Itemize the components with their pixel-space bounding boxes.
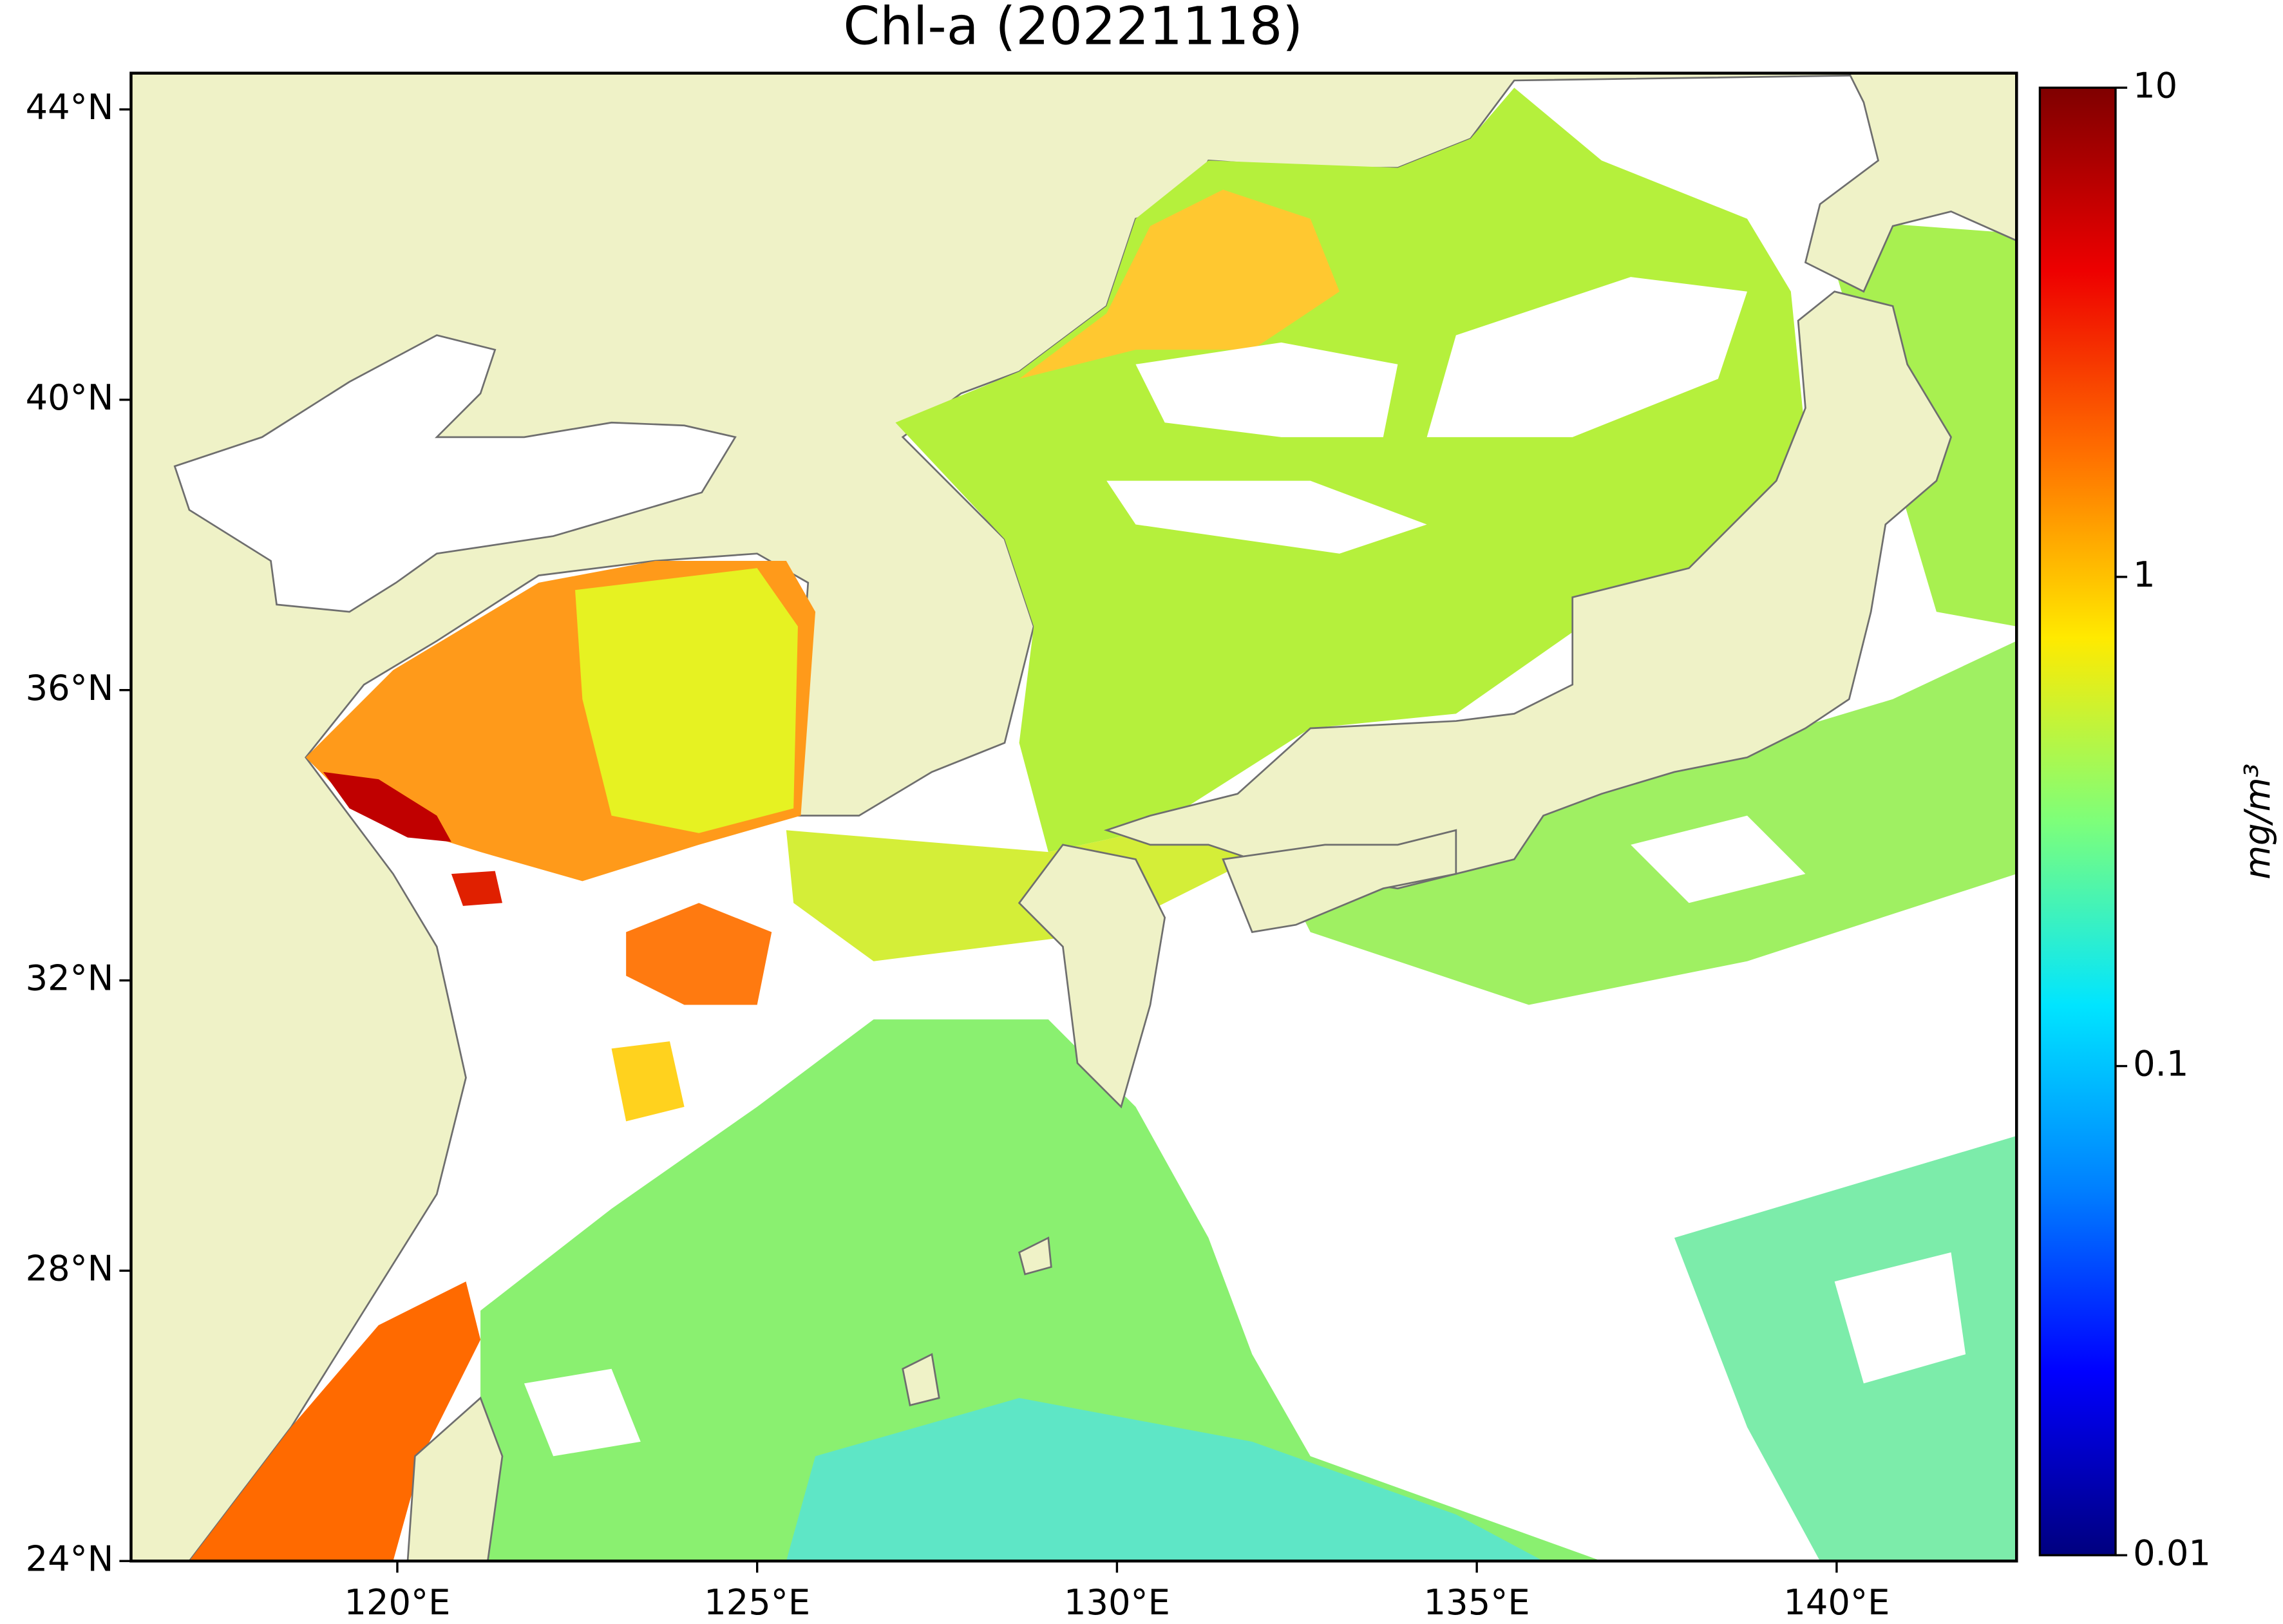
cloud [1834, 1252, 1966, 1384]
map-area [131, 73, 2017, 1562]
y-tick-label: 24°N [26, 1538, 114, 1579]
x-tick-label: 135°E [1424, 1582, 1530, 1623]
cloud [1426, 277, 1748, 437]
chl-patch [1281, 641, 2017, 1005]
y-tick-label: 40°N [26, 377, 114, 418]
colorbar-label: mg/m³ [2237, 764, 2278, 880]
y-tick-label: 36°N [26, 668, 114, 708]
cloud [1106, 480, 1427, 554]
cloud [1135, 342, 1398, 437]
chl-patch [575, 568, 798, 833]
cloud [1631, 815, 1806, 903]
x-tick-label: 120°E [344, 1582, 450, 1623]
colorbar-tick-label: 1 [2133, 554, 2155, 595]
land [1018, 1236, 1052, 1276]
colorbar-tick-label: 0.1 [2133, 1044, 2188, 1084]
chl-patch [323, 771, 451, 842]
chl-patch [895, 88, 1806, 853]
land [902, 1353, 940, 1406]
x-tick-label: 140°E [1783, 1582, 1890, 1623]
y-tick-label: 28°N [26, 1248, 114, 1289]
land [1018, 844, 1166, 1109]
land [1103, 290, 1953, 890]
x-tick-label: 130°E [1064, 1582, 1170, 1623]
land [406, 1396, 504, 1562]
colorbar [2038, 86, 2117, 1556]
chl-patch [611, 1041, 685, 1122]
chl-patch [189, 1281, 481, 1562]
colorbar-tick-label: 0.01 [2133, 1533, 2211, 1573]
chl-patch [480, 1019, 1602, 1562]
chl-patch [1019, 189, 1340, 379]
x-tick-label: 125°E [704, 1582, 810, 1623]
chart-title: Chl-a (20221118) [843, 0, 1303, 57]
chl-patch [786, 1397, 1544, 1562]
land [1222, 829, 1457, 934]
land [1804, 73, 2017, 293]
colorbar-tick-label: 10 [2133, 65, 2177, 106]
map-frame [129, 71, 2018, 1563]
sea [173, 334, 737, 613]
y-tick-label: 44°N [26, 87, 114, 127]
chl-patch [626, 903, 772, 1005]
chl-patch [1674, 1136, 2017, 1562]
y-tick-label: 32°N [26, 958, 114, 999]
cloud [524, 1368, 641, 1457]
chl-patch [451, 871, 502, 906]
